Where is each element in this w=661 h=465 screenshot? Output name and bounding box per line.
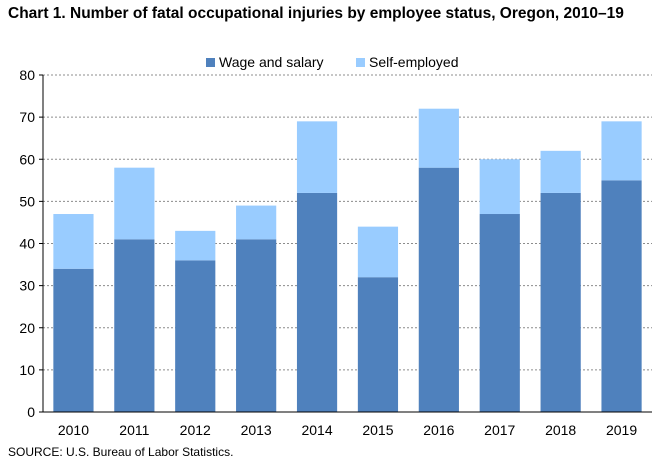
y-tick-label-70: 70 — [19, 109, 35, 125]
bar-wage-and-salary-2014 — [296, 192, 338, 412]
bar-self-employed-2016 — [418, 108, 459, 168]
bar-wage-and-salary-2015 — [357, 277, 399, 412]
bar-self-employed-2014 — [296, 121, 338, 193]
chart-title: Chart 1. Number of fatal occupational in… — [8, 5, 624, 22]
bar-self-employed-2015 — [357, 226, 399, 278]
bar-wage-and-salary-2018 — [540, 192, 581, 412]
x-tick-label-2010: 2010 — [58, 422, 89, 438]
bar-self-employed-2019 — [601, 121, 642, 181]
y-tick-label-50: 50 — [19, 193, 35, 209]
x-tick-label-2018: 2018 — [545, 422, 576, 438]
x-tick-label-2013: 2013 — [241, 422, 272, 438]
bar-self-employed-2018 — [540, 150, 581, 193]
bar-wage-and-salary-2012 — [175, 260, 216, 412]
x-tick-label-2017: 2017 — [484, 422, 515, 438]
bar-wage-and-salary-2011 — [114, 239, 155, 412]
y-tick-label-30: 30 — [19, 278, 35, 294]
x-tick-label-2011: 2011 — [119, 422, 149, 438]
legend-swatch-self-employed — [356, 57, 365, 67]
source-note: SOURCE: U.S. Bureau of Labor Statistics. — [8, 445, 234, 459]
x-tick-label-2014: 2014 — [301, 422, 332, 438]
bar-self-employed-2012 — [175, 230, 216, 261]
y-tick-label-40: 40 — [19, 236, 35, 252]
bar-self-employed-2017 — [479, 159, 520, 215]
legend-swatch-wage-and-salary — [206, 57, 215, 67]
y-tick-label-0: 0 — [27, 404, 35, 420]
x-tick-label-2012: 2012 — [180, 422, 211, 438]
legend-item-wage-and-salary: Wage and salary — [206, 54, 324, 70]
legend-item-self-employed: Self-employed — [356, 54, 459, 70]
legend-label-self-employed: Self-employed — [369, 54, 459, 70]
y-tick-label-80: 80 — [19, 67, 35, 83]
x-tick-label-2015: 2015 — [362, 422, 393, 438]
bar-self-employed-2010 — [53, 214, 94, 269]
bar-wage-and-salary-2010 — [53, 268, 94, 412]
x-tick-label-2016: 2016 — [423, 422, 454, 438]
bar-wage-and-salary-2019 — [601, 180, 642, 412]
bar-self-employed-2011 — [114, 167, 155, 240]
x-tick-label-2019: 2019 — [606, 422, 637, 438]
y-tick-label-10: 10 — [19, 362, 35, 378]
y-tick-label-20: 20 — [19, 320, 35, 336]
bar-wage-and-salary-2013 — [236, 239, 277, 412]
bar-wage-and-salary-2016 — [418, 167, 459, 412]
bar-self-employed-2013 — [236, 205, 277, 240]
bar-wage-and-salary-2017 — [479, 214, 520, 412]
y-tick-label-60: 60 — [19, 151, 35, 167]
legend-label-wage-and-salary: Wage and salary — [219, 54, 324, 70]
legend: Wage and salary Self-employed — [0, 54, 661, 72]
